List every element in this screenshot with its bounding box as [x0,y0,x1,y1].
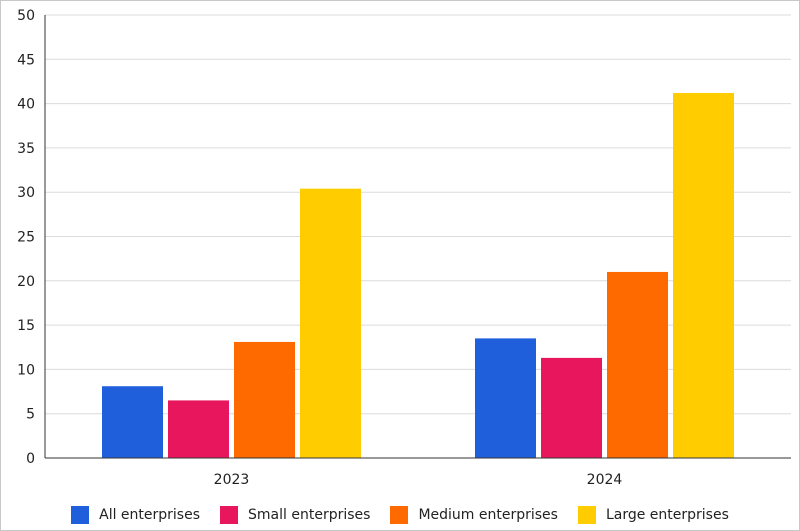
legend-label: Medium enterprises [418,507,558,523]
bar-chart: 0 5 10 15 20 25 30 35 40 45 50 2023 2024 [17,8,791,488]
legend-swatch [577,506,596,524]
legend-label: All enterprises [99,507,201,523]
y-tick-label: 15 [17,318,35,334]
bar [475,338,536,458]
legend-item-medium-enterprises: Medium enterprises [390,506,558,524]
bar [541,357,602,458]
legend-label: Large enterprises [605,507,729,523]
bar [234,341,295,458]
bar [673,92,734,458]
bar [168,400,229,458]
y-tick-label: 5 [26,407,35,423]
gridlines [45,14,791,415]
y-tick-label: 40 [17,97,35,113]
x-tick-label: 2023 [214,472,250,488]
legend-item-large-enterprises: Large enterprises [577,506,729,524]
y-tick-label: 25 [17,230,35,246]
bars [102,92,734,458]
y-tick-label: 35 [17,141,35,157]
bar [102,386,163,458]
legend-label: Small enterprises [248,507,371,523]
y-tick-label: 50 [17,8,35,24]
legend-swatch [71,506,90,524]
x-tick-label: 2024 [587,472,623,488]
legend-item-all-enterprises: All enterprises [71,506,200,524]
y-axis-ticks: 0 5 10 15 20 25 30 35 40 45 50 [17,8,35,467]
y-tick-label: 0 [26,451,35,467]
bar [300,188,361,458]
legend-item-small-enterprises: Small enterprises [220,506,370,524]
y-tick-label: 30 [17,185,35,201]
legend: All enterprises Small enterprises Medium… [1,502,799,528]
y-tick-label: 10 [17,362,35,378]
y-tick-label: 20 [17,274,35,290]
legend-swatch [220,506,239,524]
y-tick-label: 45 [17,52,35,68]
bar [607,271,668,458]
x-axis-ticks: 2023 2024 [214,472,623,488]
legend-swatch [390,506,409,524]
